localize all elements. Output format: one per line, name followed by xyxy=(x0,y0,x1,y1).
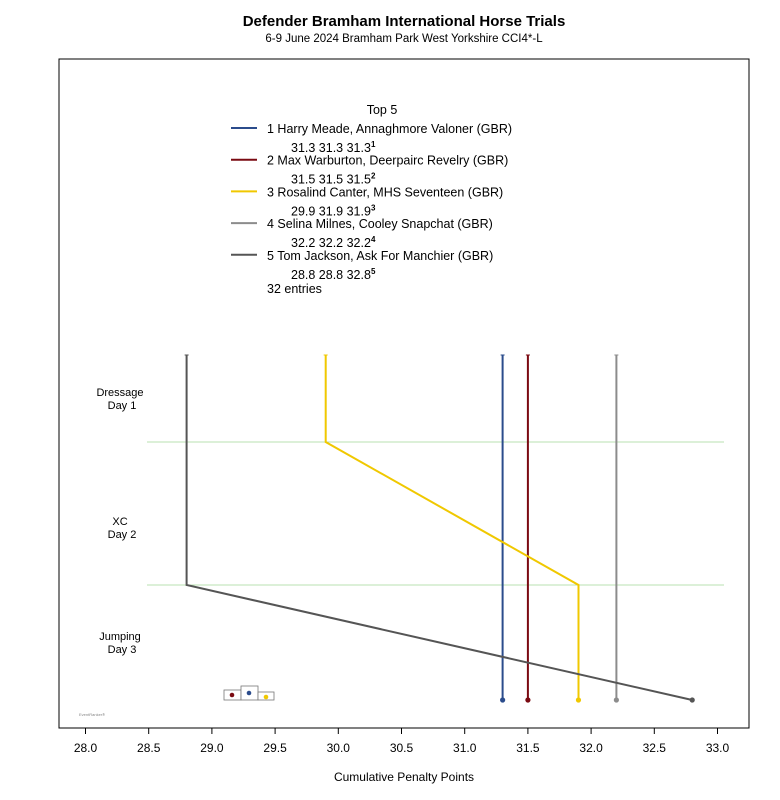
x-tick-label: 33.0 xyxy=(706,741,730,755)
legend-scores: 29.9 31.9 31.93 xyxy=(291,203,376,218)
x-tick-label: 32.0 xyxy=(579,741,603,755)
legend-scores: 32.2 32.2 32.24 xyxy=(291,235,376,250)
x-tick-label: 30.5 xyxy=(390,741,414,755)
legend-label: 3 Rosalind Canter, MHS Seventeen (GBR) xyxy=(267,185,503,199)
stage-label: XC xyxy=(112,516,127,528)
legend: Top 5 1 Harry Meade, Annaghmore Valoner … xyxy=(231,103,512,296)
stage-day-label: Day 1 xyxy=(108,400,137,412)
legend-scores: 31.3 31.3 31.31 xyxy=(291,140,376,155)
chart-title: Defender Bramham International Horse Tri… xyxy=(243,13,566,30)
x-tick-label: 29.0 xyxy=(200,741,224,755)
series-line xyxy=(185,355,693,701)
stage-day-label: Day 3 xyxy=(108,644,137,656)
stage-label: Jumping xyxy=(99,631,141,643)
x-tick-label: 29.5 xyxy=(263,741,287,755)
series-end-point xyxy=(575,697,582,703)
series-end-point xyxy=(500,697,506,703)
x-tick-label: 30.0 xyxy=(327,741,351,755)
legend-label: 5 Tom Jackson, Ask For Manchier (GBR) xyxy=(267,249,493,263)
series-end-point xyxy=(613,697,619,703)
legend-entries-count: 32 entries xyxy=(267,282,322,296)
stage-label: Dressage xyxy=(96,387,143,399)
x-tick-label: 31.0 xyxy=(453,741,477,755)
stage-day-label: Day 2 xyxy=(108,529,137,541)
legend-label: 1 Harry Meade, Annaghmore Valoner (GBR) xyxy=(267,122,512,136)
series-line xyxy=(324,355,580,700)
legend-label: 2 Max Warburton, Deerpairc Revelry (GBR) xyxy=(267,154,508,168)
x-tick-label: 31.5 xyxy=(516,741,540,755)
legend-label: 4 Selina Milnes, Cooley Snapchat (GBR) xyxy=(267,217,493,231)
legend-heading: Top 5 xyxy=(367,103,398,117)
chart-subtitle: 6-9 June 2024 Bramham Park West Yorkshir… xyxy=(265,33,543,45)
legend-scores: 31.5 31.5 31.52 xyxy=(291,172,376,187)
watermark: EventRanker® xyxy=(79,712,105,717)
legend-scores: 28.8 28.8 32.85 xyxy=(291,267,376,282)
series-end-point xyxy=(689,697,695,703)
x-axis-label: Cumulative Penalty Points xyxy=(334,770,474,784)
eventranker-logo xyxy=(223,685,275,701)
x-tick-label: 28.0 xyxy=(74,741,98,755)
x-tick-label: 28.5 xyxy=(137,741,161,755)
series-end-point xyxy=(525,697,531,703)
x-tick-label: 32.5 xyxy=(643,741,667,755)
